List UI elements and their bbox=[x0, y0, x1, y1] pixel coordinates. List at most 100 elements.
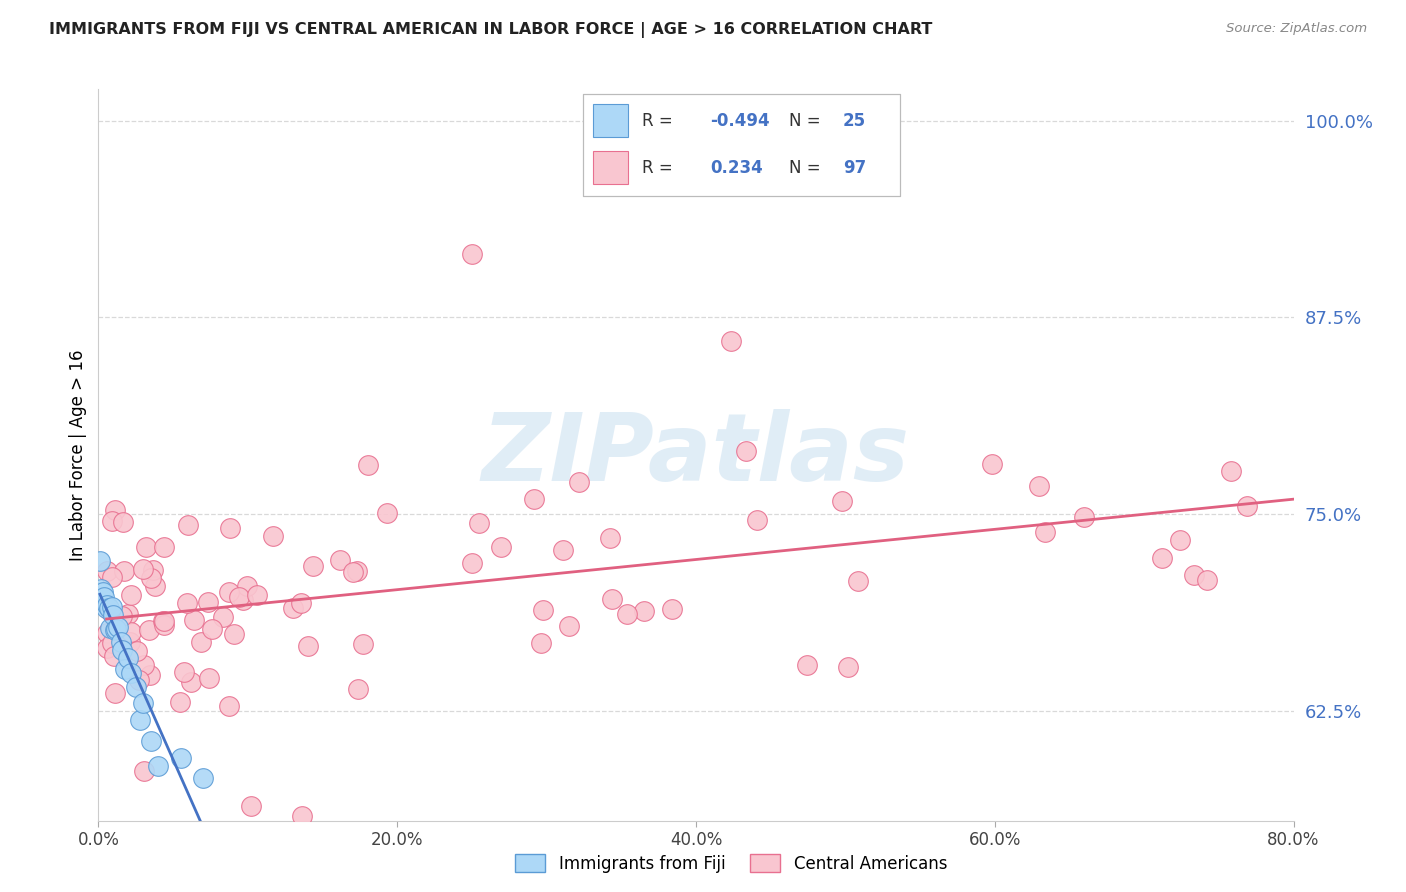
Point bbox=[1236, 499, 1258, 513]
Point bbox=[132, 696, 155, 710]
Point bbox=[100, 570, 122, 584]
Point bbox=[211, 609, 233, 624]
Point bbox=[461, 247, 484, 261]
Point bbox=[111, 515, 134, 529]
Point bbox=[183, 613, 205, 627]
Point bbox=[111, 643, 134, 657]
Point bbox=[132, 764, 155, 778]
Point bbox=[139, 733, 162, 747]
Point bbox=[837, 660, 859, 674]
Point bbox=[557, 619, 579, 633]
Point bbox=[235, 579, 257, 593]
Point bbox=[262, 529, 284, 543]
Point bbox=[568, 475, 591, 490]
Point bbox=[329, 553, 352, 567]
Point bbox=[599, 531, 621, 545]
Text: -0.494: -0.494 bbox=[710, 112, 769, 130]
Point bbox=[1182, 568, 1205, 582]
Point bbox=[101, 599, 124, 614]
Point bbox=[224, 627, 246, 641]
Point bbox=[89, 554, 111, 568]
Text: R =: R = bbox=[643, 112, 678, 130]
Point bbox=[375, 507, 398, 521]
Point bbox=[91, 585, 114, 599]
Point bbox=[117, 607, 139, 622]
Point bbox=[94, 600, 117, 615]
Point bbox=[96, 625, 118, 640]
Point bbox=[297, 639, 319, 653]
Point bbox=[105, 622, 128, 636]
Point bbox=[120, 666, 142, 681]
Point bbox=[169, 750, 191, 764]
Point bbox=[111, 609, 134, 624]
Point bbox=[90, 582, 112, 596]
Point bbox=[796, 658, 818, 673]
Point bbox=[551, 542, 574, 557]
Point bbox=[96, 640, 118, 655]
Point bbox=[103, 686, 125, 700]
FancyBboxPatch shape bbox=[593, 104, 627, 136]
Point bbox=[735, 444, 758, 458]
Point bbox=[153, 614, 176, 628]
Point bbox=[112, 564, 135, 578]
Point bbox=[143, 579, 166, 593]
Point bbox=[281, 601, 304, 615]
Point bbox=[745, 513, 768, 527]
Point bbox=[135, 540, 157, 554]
Point bbox=[101, 514, 124, 528]
Point bbox=[218, 521, 240, 535]
Point bbox=[461, 556, 484, 570]
Point bbox=[107, 620, 129, 634]
Point bbox=[114, 662, 136, 676]
Point bbox=[1195, 574, 1218, 588]
Point bbox=[125, 681, 148, 695]
Point bbox=[129, 713, 152, 727]
Point bbox=[352, 637, 374, 651]
Point bbox=[127, 644, 149, 658]
Point bbox=[169, 695, 191, 709]
Point bbox=[1220, 464, 1243, 478]
Text: 0.234: 0.234 bbox=[710, 159, 763, 177]
Point bbox=[120, 635, 142, 649]
Point bbox=[148, 759, 170, 773]
Point bbox=[232, 593, 254, 607]
Point bbox=[346, 681, 368, 696]
Point bbox=[1028, 478, 1050, 492]
Point bbox=[302, 559, 325, 574]
Point bbox=[98, 604, 121, 618]
Text: Source: ZipAtlas.com: Source: ZipAtlas.com bbox=[1226, 22, 1367, 36]
Point bbox=[152, 615, 174, 629]
Text: ZIPatlas: ZIPatlas bbox=[482, 409, 910, 501]
Point bbox=[153, 540, 176, 554]
Point bbox=[616, 607, 638, 622]
Point bbox=[290, 596, 312, 610]
Point bbox=[139, 571, 162, 585]
Point bbox=[1152, 550, 1174, 565]
Point bbox=[110, 635, 132, 649]
Point bbox=[138, 624, 160, 638]
Point bbox=[153, 617, 176, 632]
Point bbox=[180, 675, 202, 690]
Point bbox=[117, 651, 139, 665]
FancyBboxPatch shape bbox=[593, 151, 627, 184]
Point bbox=[661, 601, 683, 615]
Point bbox=[218, 585, 240, 599]
Point bbox=[97, 601, 120, 615]
Point bbox=[600, 591, 623, 606]
Point bbox=[291, 809, 314, 823]
Point bbox=[201, 623, 224, 637]
Point bbox=[720, 334, 742, 348]
Text: 25: 25 bbox=[844, 112, 866, 130]
Point bbox=[190, 635, 212, 649]
Point bbox=[1168, 533, 1191, 547]
Point bbox=[239, 799, 262, 814]
Point bbox=[120, 588, 142, 602]
Text: 97: 97 bbox=[844, 159, 866, 177]
Point bbox=[104, 623, 127, 637]
Text: IMMIGRANTS FROM FIJI VS CENTRAL AMERICAN IN LABOR FORCE | AGE > 16 CORRELATION C: IMMIGRANTS FROM FIJI VS CENTRAL AMERICAN… bbox=[49, 22, 932, 38]
Point bbox=[246, 589, 269, 603]
Point bbox=[100, 636, 122, 650]
Point bbox=[633, 604, 655, 618]
Point bbox=[173, 665, 195, 680]
Point bbox=[132, 561, 155, 575]
